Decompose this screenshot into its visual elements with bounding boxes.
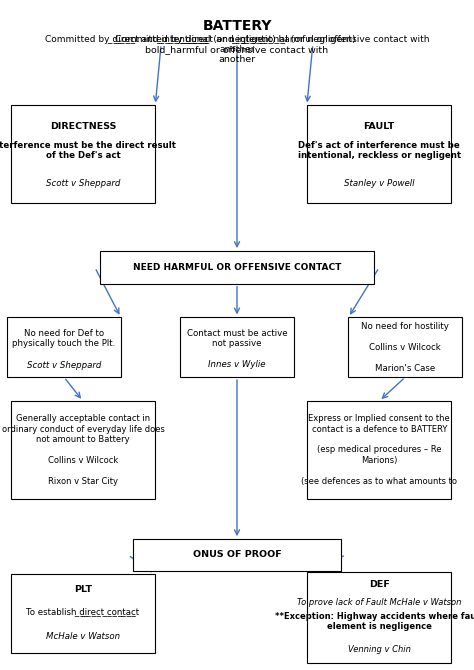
Text: McHale v Watson: McHale v Watson <box>46 632 120 641</box>
FancyBboxPatch shape <box>100 251 374 283</box>
Text: PLT: PLT <box>74 586 92 594</box>
FancyBboxPatch shape <box>10 105 155 203</box>
Text: No need for hostility

Collins v Wilcock

Marion's Case: No need for hostility Collins v Wilcock … <box>361 322 449 373</box>
Text: Contact must be active
not passive: Contact must be active not passive <box>187 328 287 348</box>
Text: Committed by ̲d̲i̲r̲e̲c̲t and ̲i̲n̲t̲e̲n̲t̲i̲o̲n̲a̲l (or negligent) 
bold_harmfu: Committed by ̲d̲i̲r̲e̲c̲t and ̲i̲n̲t̲e̲n… <box>115 35 359 64</box>
Text: To prove lack of Fault McHale v Watson: To prove lack of Fault McHale v Watson <box>297 598 461 607</box>
Text: Express or Implied consent to the
contact is a defence to BATTERY

(esp medical : Express or Implied consent to the contac… <box>301 414 457 486</box>
Text: DEF: DEF <box>369 580 390 590</box>
FancyBboxPatch shape <box>133 539 341 571</box>
Text: Venning v Chin: Venning v Chin <box>348 645 410 654</box>
FancyBboxPatch shape <box>307 105 451 203</box>
Text: FAULT: FAULT <box>364 123 395 131</box>
Text: DIRECTNESS: DIRECTNESS <box>50 123 116 131</box>
Text: No need for Def to
physically touch the Plt.: No need for Def to physically touch the … <box>12 328 116 348</box>
Text: ONUS OF PROOF: ONUS OF PROOF <box>192 550 282 559</box>
Text: Generally acceptable contact in
ordinary conduct of everyday life does
not amoun: Generally acceptable contact in ordinary… <box>1 414 164 486</box>
Text: interference must be the direct result
of the Def's act: interference must be the direct result o… <box>0 141 176 160</box>
FancyBboxPatch shape <box>307 572 451 663</box>
FancyBboxPatch shape <box>10 401 155 498</box>
FancyBboxPatch shape <box>348 318 462 377</box>
Text: Stanley v Powell: Stanley v Powell <box>344 179 414 188</box>
FancyBboxPatch shape <box>307 401 451 498</box>
Text: Committed by ̲d̲i̲r̲e̲c̲t and ̲i̲n̲t̲e̲n̲t̲i̲o̲n̲a̲l (or negligent) harmful or o: Committed by ̲d̲i̲r̲e̲c̲t and ̲i̲n̲t̲e̲n… <box>45 35 429 54</box>
FancyBboxPatch shape <box>180 318 294 377</box>
Text: NEED HARMFUL OR OFFENSIVE CONTACT: NEED HARMFUL OR OFFENSIVE CONTACT <box>133 263 341 272</box>
Text: **Exception: Highway accidents where fault
element is negligence: **Exception: Highway accidents where fau… <box>275 612 474 631</box>
FancyBboxPatch shape <box>7 318 121 377</box>
FancyBboxPatch shape <box>10 574 155 653</box>
Text: Scott v Sheppard: Scott v Sheppard <box>46 179 120 188</box>
Text: Innes v Wylie: Innes v Wylie <box>208 360 266 368</box>
Text: To establish ̲d̲i̲r̲e̲c̲t ̲c̲o̲n̲t̲a̲c̲t: To establish ̲d̲i̲r̲e̲c̲t ̲c̲o̲n̲t̲a̲c̲t <box>27 607 139 616</box>
Text: BATTERY: BATTERY <box>202 19 272 33</box>
Text: Scott v Sheppard: Scott v Sheppard <box>27 360 101 370</box>
Text: Def's act of interference must be
intentional, reckless or negligent: Def's act of interference must be intent… <box>298 141 461 160</box>
